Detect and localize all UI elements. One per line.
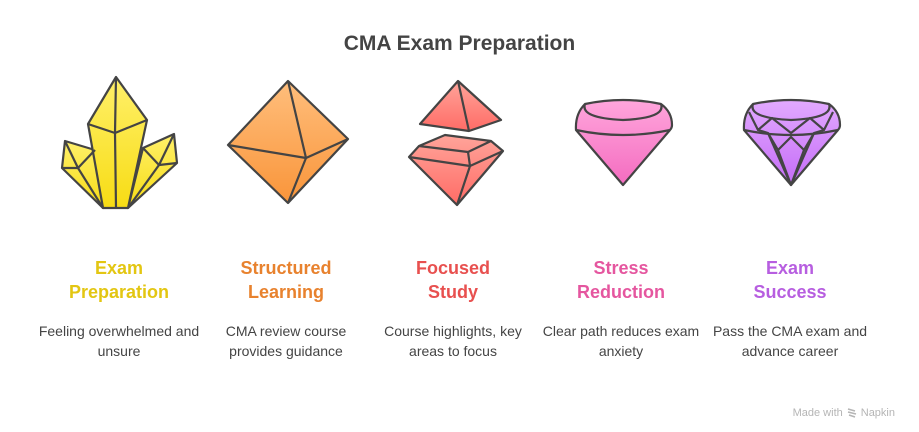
step-title: Structured Learning [240, 258, 332, 302]
step-title: Exam Preparation [69, 258, 170, 302]
page-title: CMA Exam Preparation [343, 32, 576, 55]
split-gem-icon [407, 79, 505, 207]
branding-name: Napkin [860, 407, 895, 419]
step-description: Course highlights, key areas to focus [384, 323, 522, 359]
napkin-branding: Made with Napkin [793, 407, 895, 419]
pink-gem-icon [574, 98, 674, 187]
diamond-icon [742, 98, 842, 187]
step-description: Feeling overwhelmed and unsure [38, 323, 200, 359]
step-title: Stress Reduction [577, 258, 665, 302]
crystal-cluster-icon [60, 75, 179, 210]
step-title: Exam Success [753, 258, 827, 302]
step-title: Focused Study [415, 258, 490, 302]
branding-prefix: Made with [792, 407, 843, 419]
step-description: CMA review course provides guidance [225, 323, 347, 359]
step-description: Clear path reduces exam anxiety [542, 323, 700, 359]
napkin-logo-icon [847, 408, 856, 418]
octahedron-icon [226, 79, 350, 205]
step-description: Pass the CMA exam and advance career [712, 323, 868, 359]
